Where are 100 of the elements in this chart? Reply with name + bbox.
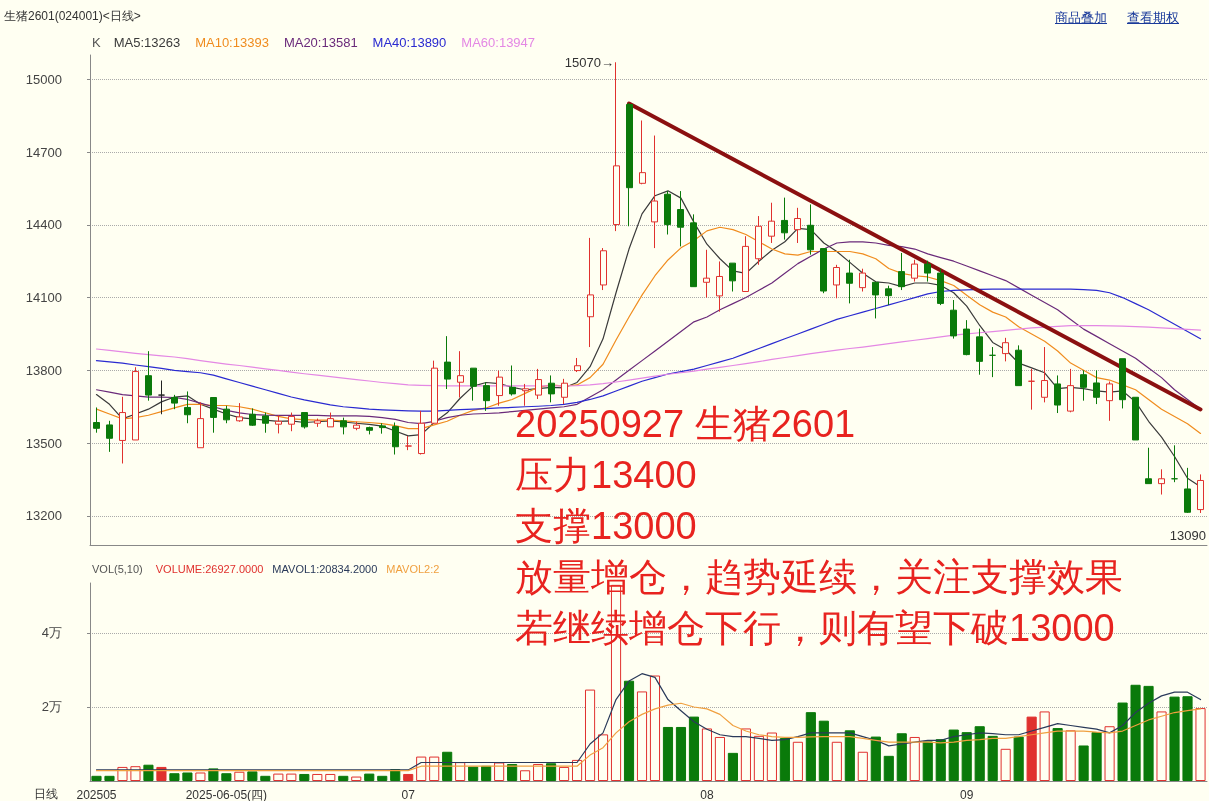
bar: [377, 775, 388, 781]
bar: [299, 773, 310, 781]
bar: [234, 771, 245, 781]
candlestick: [431, 360, 438, 424]
y-tick-label: 2万: [41, 699, 62, 715]
candlestick: [937, 268, 944, 306]
bar: [1065, 730, 1076, 781]
candlestick: [223, 405, 230, 424]
line-series: [95, 673, 1202, 771]
bar: [260, 775, 271, 781]
candlestick: [755, 215, 762, 266]
candlestick: [210, 397, 217, 434]
candlestick: [93, 406, 100, 434]
candlestick: [690, 213, 697, 288]
bar: [1052, 728, 1063, 781]
candlestick: [197, 401, 204, 449]
candlestick: [1119, 358, 1126, 409]
candlestick: [405, 435, 412, 451]
bar: [1143, 685, 1154, 781]
bar: [442, 751, 453, 781]
bar: [559, 766, 570, 781]
candlestick: [1080, 369, 1087, 402]
candlestick: [119, 396, 126, 464]
candlestick: [340, 417, 347, 435]
candlestick: [846, 259, 853, 304]
y-tick-label: 14400: [25, 217, 62, 233]
candlestick: [794, 207, 801, 244]
candlestick: [626, 102, 633, 227]
candlestick: [158, 380, 165, 415]
candlestick: [561, 378, 568, 405]
bar: [533, 763, 544, 781]
candlestick: [613, 61, 620, 232]
candlestick: [703, 249, 710, 299]
bar: [1013, 736, 1024, 781]
text: MAVOL1:20834.2000: [272, 562, 378, 575]
candlestick: [664, 190, 671, 236]
candlestick: [872, 281, 879, 319]
bar: [740, 728, 751, 781]
bar: [481, 765, 492, 781]
bar: [312, 773, 323, 781]
text: 商品叠加: [1055, 9, 1107, 27]
candlestick: [132, 366, 139, 441]
candlestick: [522, 383, 529, 407]
candlestick: [587, 237, 594, 348]
candlestick: [379, 422, 386, 435]
candlestick: [1132, 396, 1139, 441]
bar: [507, 763, 518, 781]
candlestick: [1145, 447, 1152, 485]
bar: [195, 772, 206, 781]
y-tick-label: 15000: [25, 71, 62, 87]
candlestick: [483, 381, 490, 412]
bar: [675, 726, 687, 781]
bar: [818, 720, 829, 781]
candlestick: [1184, 467, 1191, 514]
candlestick: [1041, 346, 1048, 403]
candlestick: [989, 346, 996, 378]
bar: [104, 775, 115, 781]
candlestick: [535, 368, 542, 400]
y-tick-label: 14100: [25, 290, 62, 306]
bar: [1078, 745, 1089, 781]
candlestick: [366, 426, 373, 435]
candlestick: [859, 268, 866, 293]
candlestick: [145, 350, 152, 402]
candlestick: [327, 412, 334, 428]
bar: [325, 773, 336, 781]
candlestick: [820, 248, 827, 294]
candlestick: [262, 412, 269, 434]
candlestick: [950, 299, 957, 340]
candlestick: [600, 247, 607, 291]
bar: [1117, 702, 1128, 781]
bar: [753, 735, 764, 781]
bar: [831, 741, 842, 781]
y-tick-label: 4万: [41, 625, 62, 641]
candlestick: [1002, 337, 1009, 362]
candlestick: [639, 120, 646, 185]
candlestick: [729, 262, 736, 293]
bar: [1169, 696, 1180, 781]
candlestick: [1171, 444, 1178, 483]
y-tick-label: 14700: [25, 144, 62, 160]
candlestick: [509, 365, 516, 397]
bar: [662, 726, 674, 781]
x-tick-label: 08: [700, 788, 714, 801]
candlestick: [1158, 468, 1165, 496]
bar: [805, 712, 816, 781]
bar: [1104, 726, 1115, 781]
bar: [403, 773, 414, 781]
candlestick: [574, 357, 581, 373]
annotation: 15070→: [564, 54, 615, 70]
bar: [948, 729, 959, 781]
bar: [273, 773, 284, 781]
bar: [779, 738, 790, 781]
bar: [364, 773, 375, 781]
candlestick: [418, 410, 425, 456]
bar: [429, 756, 440, 781]
candlestick: [496, 370, 503, 407]
y-tick-label: 13200: [25, 508, 62, 524]
bar: [649, 675, 661, 781]
candlestick: [885, 285, 892, 306]
bar: [1000, 748, 1011, 781]
bar: [221, 773, 232, 781]
